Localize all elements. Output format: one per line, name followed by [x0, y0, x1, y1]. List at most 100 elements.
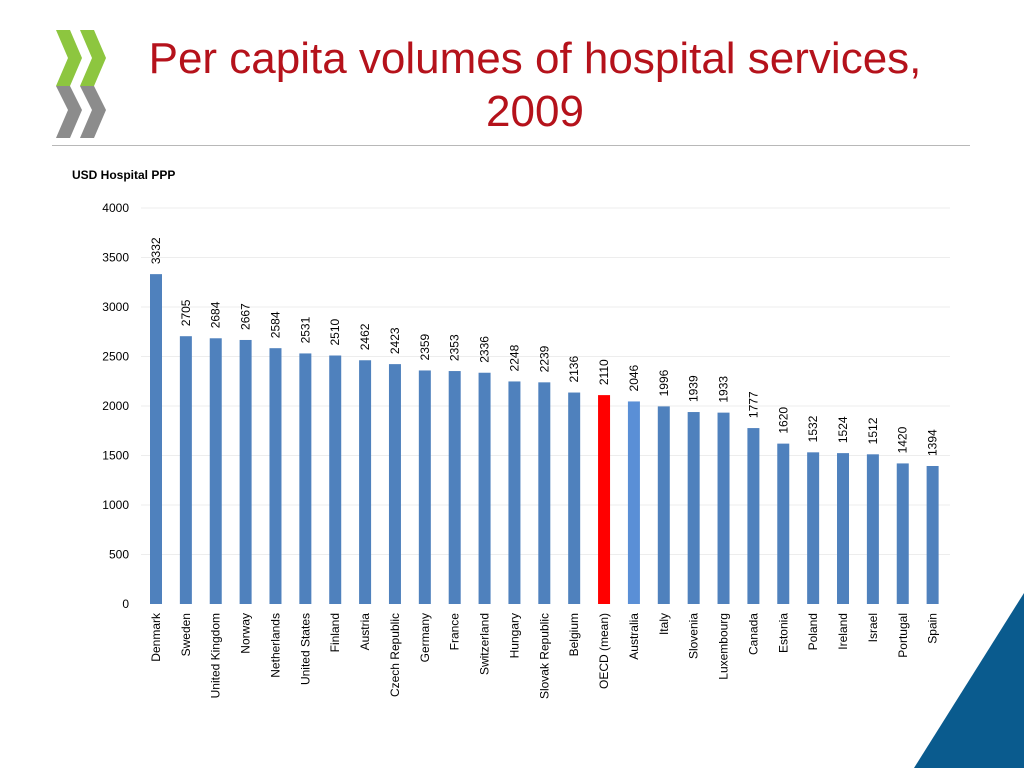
x-tick-label: Luxembourg	[717, 613, 731, 680]
data-label: 2353	[448, 334, 462, 361]
x-tick-label: France	[448, 613, 462, 651]
y-tick-label: 1500	[102, 449, 129, 463]
x-tick-label: Hungary	[507, 613, 521, 658]
y-tick-label: 500	[109, 548, 129, 562]
x-tick-label: Finland	[328, 613, 342, 652]
bar-belgium	[568, 392, 581, 604]
x-tick-label: Israel	[866, 613, 880, 642]
bar-netherlands	[269, 348, 282, 604]
bar-norway	[239, 339, 252, 604]
data-label: 1939	[687, 375, 701, 402]
y-tick-label: 3000	[102, 300, 129, 314]
data-label: 1777	[746, 391, 760, 418]
data-label: 1512	[866, 417, 880, 444]
data-label: 2705	[179, 299, 193, 326]
data-label: 2584	[268, 311, 282, 338]
data-label: 2239	[537, 345, 551, 372]
data-label: 2462	[358, 323, 372, 350]
y-tick-label: 1000	[102, 498, 129, 512]
logo-gray-chevron-left	[56, 86, 82, 138]
title-divider	[52, 145, 970, 146]
y-tick-label: 2000	[102, 399, 129, 413]
bar-portugal	[896, 463, 909, 604]
page-title: Per capita volumes of hospital services,…	[120, 32, 950, 138]
x-tick-label: Norway	[239, 613, 253, 654]
bar-germany	[418, 370, 431, 604]
x-tick-label: OECD (mean)	[597, 613, 611, 689]
bar-italy	[657, 406, 670, 604]
x-tick-label: Estonia	[776, 613, 790, 653]
x-tick-label: Italy	[657, 613, 671, 635]
data-label: 1524	[836, 416, 850, 443]
bar-slovak-republic	[538, 382, 551, 604]
bar-finland	[329, 355, 342, 604]
bar-czech-republic	[388, 364, 401, 604]
x-tick-label: Czech Republic	[388, 613, 402, 697]
logo-gray-chevron-right	[80, 86, 106, 138]
data-label: 2359	[418, 333, 432, 360]
x-tick-label: Portugal	[896, 613, 910, 658]
bar-luxembourg	[717, 412, 730, 604]
x-tick-label: Poland	[806, 613, 820, 650]
bar-denmark	[150, 274, 162, 604]
x-tick-label: Slovenia	[687, 613, 701, 659]
x-tick-label: Australia	[627, 613, 641, 660]
y-axis-unit-label: USD Hospital PPP	[72, 168, 176, 182]
data-label: 2046	[627, 364, 641, 391]
bar-estonia	[777, 443, 790, 604]
data-label: 1394	[926, 429, 940, 456]
data-label: 1996	[657, 369, 671, 396]
logo-green-chevron-left	[56, 30, 82, 86]
bar-spain	[926, 465, 939, 604]
bar-united-states	[299, 353, 312, 604]
data-label: 1532	[806, 415, 820, 442]
x-tick-label: Slovak Republic	[537, 613, 551, 699]
x-tick-label: Belgium	[567, 613, 581, 656]
bar-canada	[747, 428, 760, 604]
x-tick-label: United Kingdom	[209, 613, 223, 698]
data-label: 2531	[298, 316, 312, 343]
bar-ireland	[837, 453, 850, 604]
bar-poland	[807, 452, 820, 604]
x-tick-label: Ireland	[836, 613, 850, 650]
oecd-chevrons-logo-icon	[56, 30, 106, 138]
data-label: 2510	[328, 318, 342, 345]
bar-sweden	[179, 336, 192, 604]
blue-corner-triangle-icon	[914, 593, 1024, 768]
x-tick-label: Netherlands	[268, 613, 282, 678]
bar-france	[448, 371, 461, 604]
x-tick-label: Germany	[418, 613, 432, 662]
data-label: 3332	[149, 237, 163, 264]
x-tick-label: Canada	[746, 613, 760, 655]
data-label: 2667	[239, 303, 253, 330]
data-label: 2136	[567, 356, 581, 383]
data-label: 2110	[597, 359, 611, 385]
y-tick-label: 2500	[102, 350, 129, 364]
data-label: 1420	[896, 426, 910, 453]
data-label: 2248	[507, 344, 521, 371]
title-line-1: Per capita volumes of hospital services,	[148, 34, 922, 83]
bar-australia	[627, 401, 640, 604]
x-tick-label: Denmark	[149, 612, 163, 662]
bar-slovenia	[687, 412, 700, 604]
y-tick-label: 4000	[102, 201, 129, 215]
logo-green-chevron-right	[80, 30, 106, 86]
data-label: 2684	[209, 301, 223, 328]
data-label: 1933	[717, 376, 731, 403]
x-tick-label: Sweden	[179, 613, 193, 656]
x-tick-label: United States	[298, 613, 312, 685]
bar-oecd-mean	[598, 395, 611, 604]
x-tick-label: Switzerland	[478, 613, 492, 675]
bar-switzerland	[478, 372, 491, 604]
bar-hungary	[508, 381, 521, 604]
title-line-2: 2009	[486, 87, 584, 136]
data-label: 2423	[388, 327, 402, 354]
x-tick-label: Spain	[926, 613, 940, 644]
y-tick-label: 3500	[102, 251, 129, 265]
x-tick-label: Austria	[358, 613, 372, 651]
bar-austria	[359, 360, 372, 604]
y-tick-label: 0	[122, 597, 129, 611]
bar-united-kingdom	[209, 338, 222, 604]
